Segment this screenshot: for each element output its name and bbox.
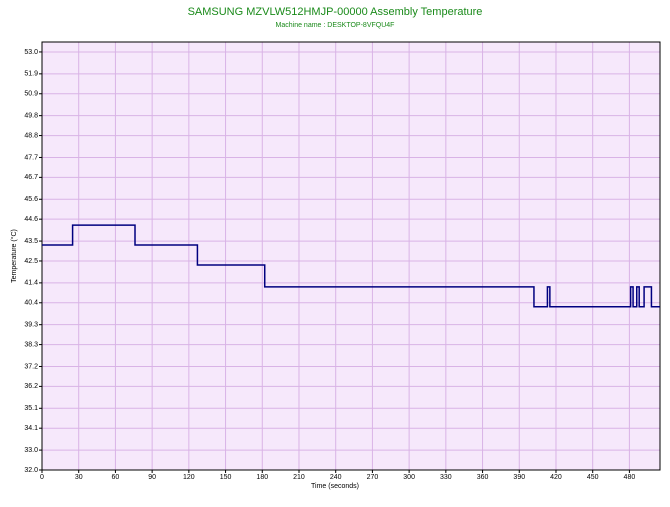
y-tick-label: 45.6	[24, 196, 38, 203]
x-tick-label: 240	[330, 474, 342, 481]
y-tick-label: 38.3	[24, 341, 38, 348]
x-tick-label: 330	[440, 474, 452, 481]
y-tick-label: 51.9	[24, 71, 38, 78]
x-tick-label: 480	[624, 474, 636, 481]
x-tick-label: 60	[112, 474, 120, 481]
y-tick-label: 34.1	[24, 425, 38, 432]
plot-area	[41, 41, 661, 471]
y-tick-label: 35.1	[24, 405, 38, 412]
x-tick-label: 300	[403, 474, 415, 481]
x-tick-label: 30	[75, 474, 83, 481]
x-tick-label: 420	[550, 474, 562, 481]
y-tick-label: 47.7	[24, 154, 38, 161]
y-tick-label: 36.2	[24, 383, 38, 390]
y-tick-label: 49.8	[24, 112, 38, 119]
y-tick-label: 40.4	[24, 300, 38, 307]
y-tick-label: 48.8	[24, 132, 38, 139]
series-line	[42, 224, 660, 308]
x-tick-label: 450	[587, 474, 599, 481]
x-tick-label: 210	[293, 474, 305, 481]
x-tick-label: 180	[256, 474, 268, 481]
x-tick-label: 90	[148, 474, 156, 481]
y-tick-label: 39.3	[24, 322, 38, 329]
chart-subtitle: Machine name : DESKTOP-8VFQU4F	[276, 22, 395, 29]
x-tick-label: 270	[367, 474, 379, 481]
y-tick-label: 50.9	[24, 91, 38, 98]
x-tick-label: 390	[513, 474, 525, 481]
x-tick-label: 150	[220, 474, 232, 481]
x-tick-label: 120	[183, 474, 195, 481]
y-tick-label: 32.0	[24, 467, 38, 474]
x-tick-label: 360	[477, 474, 489, 481]
y-tick-label: 53.0	[24, 49, 38, 56]
plot-border	[41, 41, 661, 471]
y-tick-label: 33.0	[24, 447, 38, 454]
y-tick-label: 41.4	[24, 280, 38, 287]
y-tick-label: 43.5	[24, 238, 38, 245]
x-axis-label: Time (seconds)	[311, 483, 359, 490]
y-tick-label: 46.7	[24, 174, 38, 181]
y-tick-label: 42.5	[24, 258, 38, 265]
y-tick-label: 37.2	[24, 363, 38, 370]
chart-title: SAMSUNG MZVLW512HMJP-00000 Assembly Temp…	[188, 6, 483, 18]
y-tick-label: 44.6	[24, 216, 38, 223]
y-axis-label: Temperature (°C)	[10, 229, 18, 283]
x-tick-label: 0	[40, 474, 44, 481]
